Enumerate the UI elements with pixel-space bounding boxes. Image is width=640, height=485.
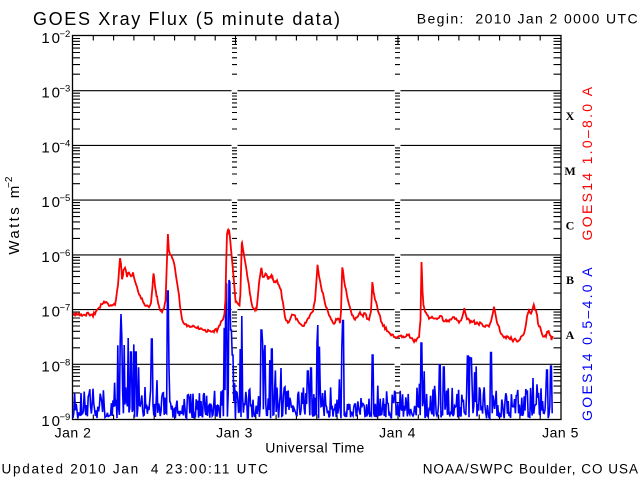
svg-text:−2: −2 (4, 176, 15, 188)
svg-text:−2: −2 (60, 29, 71, 40)
svg-text:Jan 5: Jan 5 (542, 425, 579, 441)
svg-text:B: B (566, 273, 574, 287)
svg-text:Updated 2010 Jan 4 23:00:11 U: Updated 2010 Jan 4 23:00:11 UTC (2, 462, 270, 477)
svg-text:10: 10 (41, 30, 62, 47)
svg-text:10: 10 (41, 85, 62, 102)
svg-text:Jan 2: Jan 2 (55, 425, 92, 441)
svg-text:Watts m: Watts m (6, 183, 23, 254)
svg-text:−3: −3 (60, 84, 71, 95)
svg-text:C: C (566, 219, 575, 233)
svg-text:GOES Xray Flux (5 minute data): GOES Xray Flux (5 minute data) (33, 9, 342, 29)
svg-text:10: 10 (41, 194, 62, 211)
svg-text:−4: −4 (60, 138, 71, 149)
svg-text:−7: −7 (60, 303, 71, 314)
svg-text:Jan 3: Jan 3 (216, 425, 253, 441)
svg-text:X: X (566, 109, 575, 123)
svg-text:NOAA/SWPC Boulder, CO USA: NOAA/SWPC Boulder, CO USA (423, 462, 639, 477)
svg-text:−8: −8 (60, 357, 71, 368)
svg-text:−5: −5 (60, 193, 71, 204)
svg-text:M: M (564, 164, 575, 178)
svg-text:Jan 4: Jan 4 (379, 425, 416, 441)
svg-text:−9: −9 (60, 412, 71, 423)
svg-text:GOES14 1.0–8.0 A: GOES14 1.0–8.0 A (579, 85, 595, 241)
svg-text:GOES14 0.5–4.0 A: GOES14 0.5–4.0 A (579, 265, 595, 421)
svg-text:10: 10 (41, 358, 62, 375)
svg-text:Begin: 2010 Jan 2 0000 UTC: Begin: 2010 Jan 2 0000 UTC (417, 11, 639, 27)
svg-text:10: 10 (41, 249, 62, 266)
svg-text:Universal Time: Universal Time (265, 440, 365, 456)
svg-text:A: A (566, 328, 575, 342)
svg-text:10: 10 (41, 139, 62, 156)
svg-text:10: 10 (41, 304, 62, 321)
svg-text:10: 10 (41, 413, 62, 430)
svg-text:−6: −6 (60, 248, 71, 259)
